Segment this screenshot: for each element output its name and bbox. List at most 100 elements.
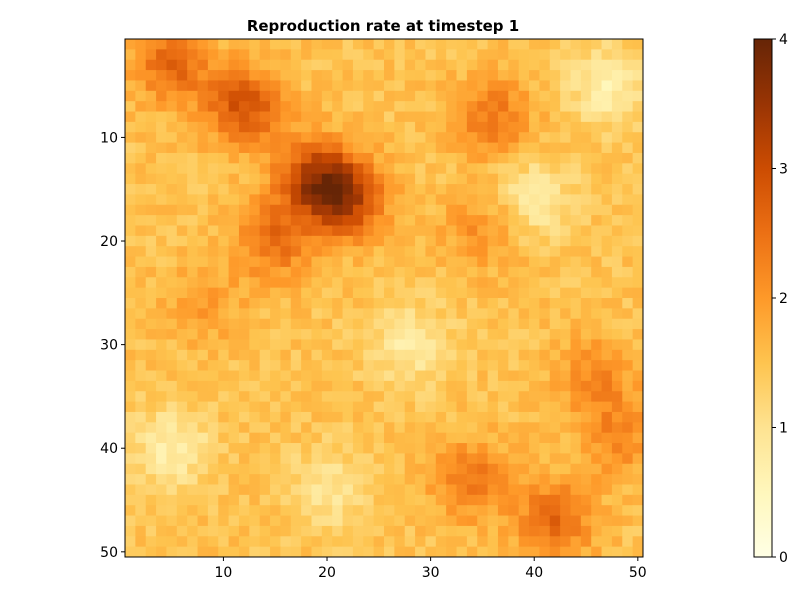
heatmap-cell (290, 308, 302, 320)
heatmap-cell (394, 132, 406, 143)
heatmap-cell (259, 505, 271, 516)
heatmap-cell (497, 235, 509, 247)
heatmap-cell (135, 80, 147, 92)
heatmap-cell (518, 80, 530, 92)
heatmap-cell (477, 360, 488, 371)
heatmap-cell (591, 194, 602, 206)
heatmap-cell (249, 505, 261, 516)
heatmap-cell (249, 246, 261, 257)
x-tick-label: 10 (215, 565, 233, 581)
heatmap-cell (539, 246, 551, 257)
heatmap-cell (332, 360, 343, 371)
heatmap-cell (446, 494, 457, 506)
heatmap-cell (373, 494, 385, 506)
heatmap-cell (487, 246, 499, 257)
heatmap-cell (135, 308, 147, 320)
heatmap-cell (332, 308, 343, 320)
heatmap-cell (352, 546, 364, 558)
heatmap-cell (228, 287, 240, 299)
colorbar-tick-label: 4 (779, 32, 788, 48)
heatmap-cell (570, 401, 582, 413)
heatmap-cell (404, 370, 416, 382)
heatmap-cell (622, 484, 634, 496)
heatmap-cell (456, 546, 468, 558)
heatmap-cell (125, 525, 136, 537)
heatmap-cell (207, 443, 219, 454)
heatmap-cell (591, 308, 602, 320)
heatmap-cell (508, 422, 520, 434)
heatmap-cell (342, 173, 354, 185)
heatmap-cell (601, 329, 613, 340)
heatmap-cell (632, 308, 644, 320)
colorbar (753, 38, 773, 558)
heatmap-cell (238, 380, 250, 392)
heatmap-cell (560, 443, 571, 454)
heatmap-cell (166, 194, 178, 206)
heatmap-cell (342, 308, 354, 320)
heatmap-cell (342, 546, 354, 558)
heatmap-cell (404, 184, 416, 195)
heatmap-cell (487, 401, 499, 413)
heatmap-cell (332, 152, 343, 164)
heatmap-cell (218, 505, 229, 516)
heatmap-cell (125, 163, 136, 175)
heatmap-cell (197, 329, 209, 340)
heatmap-cell (125, 339, 136, 351)
heatmap-cell (270, 142, 281, 154)
heatmap-cell (632, 494, 644, 506)
heatmap-cell (529, 536, 540, 548)
heatmap-cell (487, 225, 499, 237)
heatmap-cell (156, 308, 167, 320)
heatmap-cell (394, 494, 406, 506)
heatmap-cell (187, 308, 198, 320)
heatmap-cell (435, 391, 447, 402)
heatmap-cell (332, 349, 343, 361)
heatmap-cell (352, 329, 364, 340)
heatmap-cell (290, 463, 302, 475)
heatmap-cell (290, 443, 302, 454)
heatmap-cell (311, 298, 323, 309)
heatmap-cell (425, 142, 437, 154)
heatmap-cell (497, 391, 509, 402)
heatmap-cell (404, 39, 416, 50)
heatmap-cell (176, 204, 188, 216)
heatmap-cell (270, 204, 281, 216)
heatmap-cell (125, 370, 136, 382)
heatmap-cell (352, 422, 364, 434)
heatmap-cell (487, 308, 499, 320)
heatmap-cell (373, 121, 385, 133)
heatmap-cell (228, 525, 240, 537)
heatmap-cell (249, 308, 261, 320)
heatmap-cell (363, 411, 375, 423)
heatmap-cell (166, 266, 178, 278)
heatmap-cell (135, 546, 147, 558)
heatmap-cell (549, 194, 561, 206)
heatmap-cell (394, 173, 406, 185)
heatmap-cell (466, 318, 478, 330)
heatmap-cell (415, 525, 426, 537)
heatmap-cell (477, 152, 488, 164)
heatmap-cell (156, 546, 167, 558)
heatmap-cell (125, 184, 136, 195)
heatmap-cell (321, 287, 333, 299)
heatmap-cell (280, 360, 292, 371)
heatmap-cell (270, 256, 281, 268)
heatmap-cell (259, 453, 271, 465)
heatmap-cell (166, 184, 178, 195)
heatmap-cell (415, 391, 426, 402)
heatmap-cell (632, 132, 644, 143)
heatmap-cell (238, 370, 250, 382)
heatmap-cell (352, 194, 364, 206)
heatmap-cell (404, 266, 416, 278)
heatmap-cell (384, 287, 395, 299)
heatmap-cell (197, 121, 209, 133)
heatmap-cell (280, 184, 292, 195)
heatmap-cell (332, 39, 343, 50)
heatmap-cell (632, 152, 644, 164)
heatmap-cell (228, 546, 240, 558)
heatmap-cell (238, 329, 250, 340)
heatmap-cell (342, 298, 354, 309)
heatmap-cell (342, 256, 354, 268)
heatmap-cell (404, 463, 416, 475)
heatmap-cell (332, 443, 343, 454)
